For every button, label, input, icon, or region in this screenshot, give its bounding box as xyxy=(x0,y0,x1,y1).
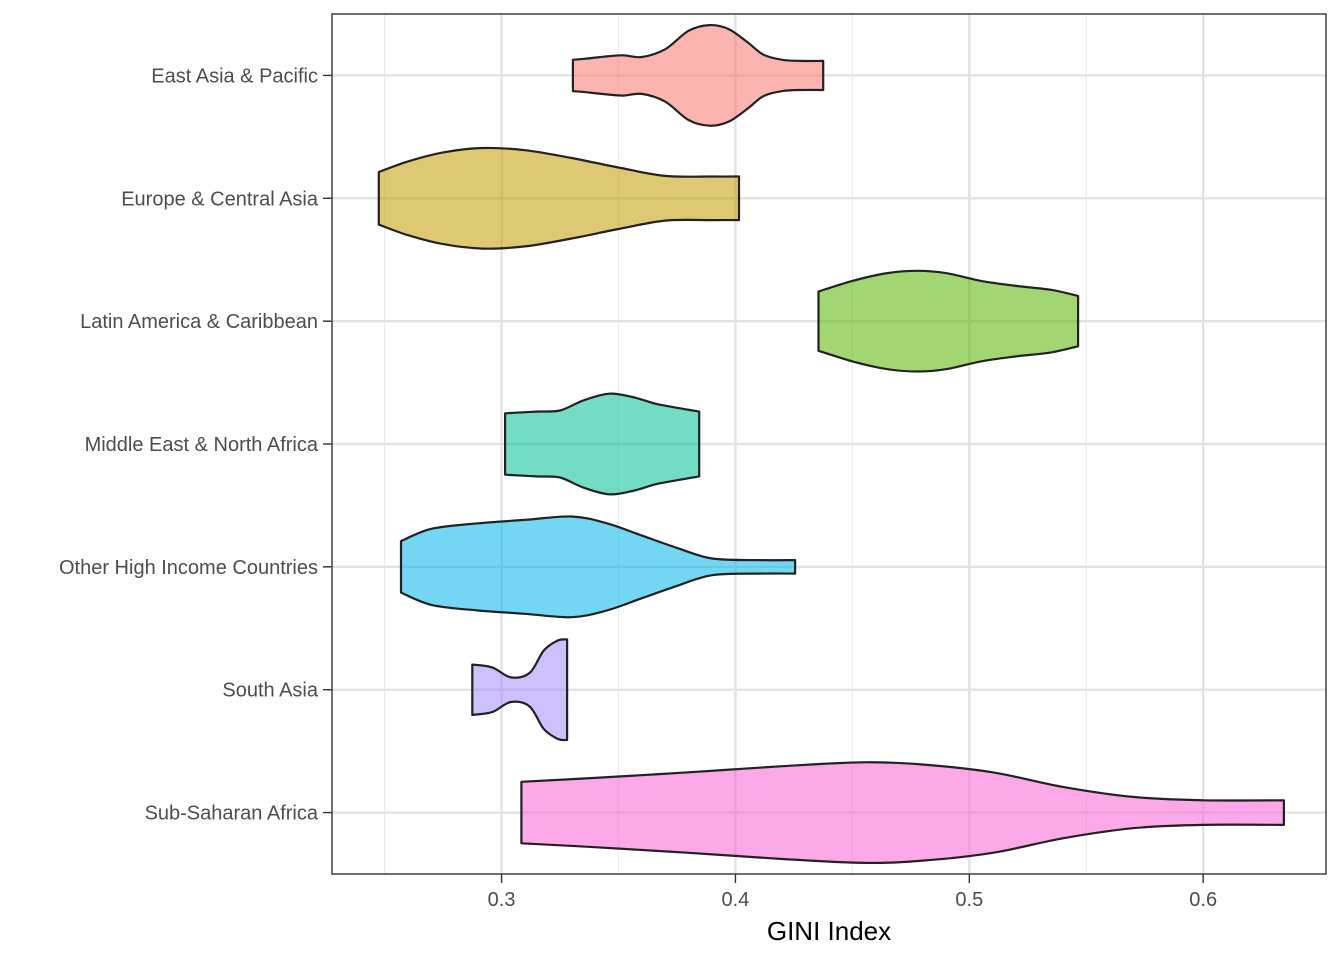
violin-shape xyxy=(399,515,797,619)
y-tick-label: Sub-Saharan Africa xyxy=(145,803,319,825)
x-tick-label: 0.3 xyxy=(488,889,516,911)
x-axis: 0.3 0.4 0.5 0.6 xyxy=(488,874,1217,911)
y-tick-label: East Asia & Pacific xyxy=(151,65,318,87)
violin-shape xyxy=(520,761,1285,865)
y-tick-label: Middle East & North Africa xyxy=(85,434,319,456)
y-tick-label: Latin America & Caribbean xyxy=(80,311,318,333)
violin-shape xyxy=(571,23,825,127)
y-tick-label: South Asia xyxy=(222,680,319,702)
x-tick-label: 0.6 xyxy=(1189,889,1217,911)
violin-shape xyxy=(817,269,1080,373)
violin-shape xyxy=(377,146,741,250)
y-axis: East Asia & Pacific Europe & Central Asia… xyxy=(59,65,332,825)
y-tick-label: Other High Income Countries xyxy=(59,557,318,579)
x-tick-label: 0.4 xyxy=(722,889,750,911)
y-tick-label: Europe & Central Asia xyxy=(121,188,319,210)
violin-shape xyxy=(504,392,701,496)
x-tick-label: 0.5 xyxy=(955,889,983,911)
violins xyxy=(377,23,1285,865)
x-axis-title: GINI Index xyxy=(767,916,891,946)
violin-shape xyxy=(471,638,569,742)
